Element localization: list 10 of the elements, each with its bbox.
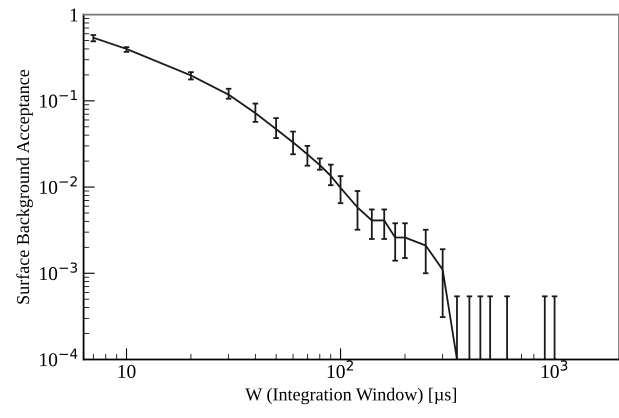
x-axis-title: W (Integration Window) [µs] bbox=[245, 388, 456, 404]
y-tick-label: 10$^{−2}$ bbox=[40, 176, 77, 194]
y-tick-label: 1 bbox=[70, 8, 78, 22]
y-tick-label: 10$^{−3}$ bbox=[40, 262, 78, 280]
y-axis-title: Surface Background Acceptance bbox=[16, 70, 33, 304]
y-tick-label: 10$^{−1}$ bbox=[40, 90, 77, 108]
x-tick-label: 10 bbox=[118, 364, 136, 378]
y-tick-label: 10$^{−4}$ bbox=[40, 348, 78, 366]
x-tick-label: 10$^{3}$ bbox=[542, 360, 568, 378]
x-tick-label: 10$^{2}$ bbox=[328, 360, 353, 378]
